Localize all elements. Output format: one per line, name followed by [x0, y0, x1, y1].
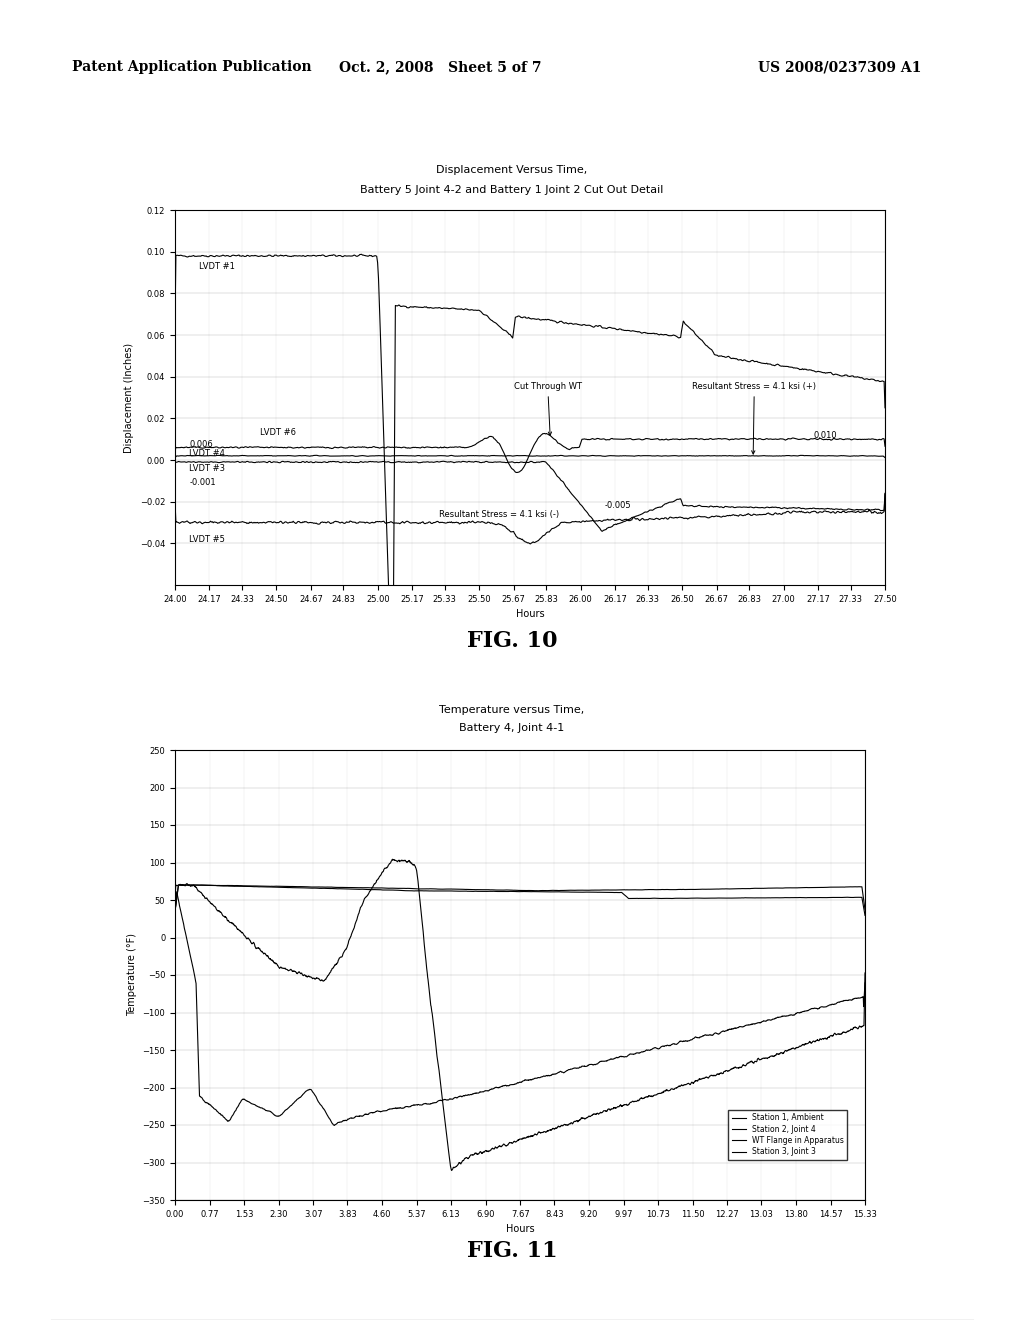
- X-axis label: Hours: Hours: [506, 1224, 535, 1234]
- Text: 0.006: 0.006: [189, 440, 213, 449]
- Text: LVDT #1: LVDT #1: [200, 261, 236, 271]
- Text: Cut Through WT: Cut Through WT: [514, 383, 582, 436]
- Text: FIG. 10: FIG. 10: [467, 630, 557, 652]
- Text: Oct. 2, 2008   Sheet 5 of 7: Oct. 2, 2008 Sheet 5 of 7: [339, 61, 542, 74]
- Text: FIG. 11: FIG. 11: [467, 1239, 557, 1262]
- Y-axis label: Displacement (Inches): Displacement (Inches): [124, 342, 134, 453]
- Text: US 2008/0237309 A1: US 2008/0237309 A1: [758, 61, 922, 74]
- Text: LVDT #5: LVDT #5: [189, 535, 225, 544]
- X-axis label: Hours: Hours: [516, 610, 545, 619]
- Text: -0.001: -0.001: [189, 478, 216, 487]
- Text: Resultant Stress = 4.1 ksi (+): Resultant Stress = 4.1 ksi (+): [692, 383, 816, 454]
- Text: -0.005: -0.005: [605, 502, 632, 511]
- Text: Battery 4, Joint 4-1: Battery 4, Joint 4-1: [460, 723, 564, 733]
- Text: LVDT #6: LVDT #6: [260, 429, 296, 437]
- Text: LVDT #4: LVDT #4: [189, 449, 225, 458]
- Text: Displacement Versus Time,: Displacement Versus Time,: [436, 165, 588, 176]
- Y-axis label: Temperature (°F): Temperature (°F): [127, 933, 137, 1016]
- Text: LVDT #3: LVDT #3: [189, 463, 225, 473]
- Text: Resultant Stress = 4.1 ksi (-): Resultant Stress = 4.1 ksi (-): [438, 510, 559, 519]
- Text: Temperature versus Time,: Temperature versus Time,: [439, 705, 585, 715]
- Text: 0.010: 0.010: [814, 430, 838, 440]
- Text: Patent Application Publication: Patent Application Publication: [72, 61, 311, 74]
- Text: Battery 5 Joint 4-2 and Battery 1 Joint 2 Cut Out Detail: Battery 5 Joint 4-2 and Battery 1 Joint …: [360, 185, 664, 195]
- Legend: Station 1, Ambient, Station 2, Joint 4, WT Flange in Apparatus, Station 3, Joint: Station 1, Ambient, Station 2, Joint 4, …: [728, 1110, 848, 1160]
